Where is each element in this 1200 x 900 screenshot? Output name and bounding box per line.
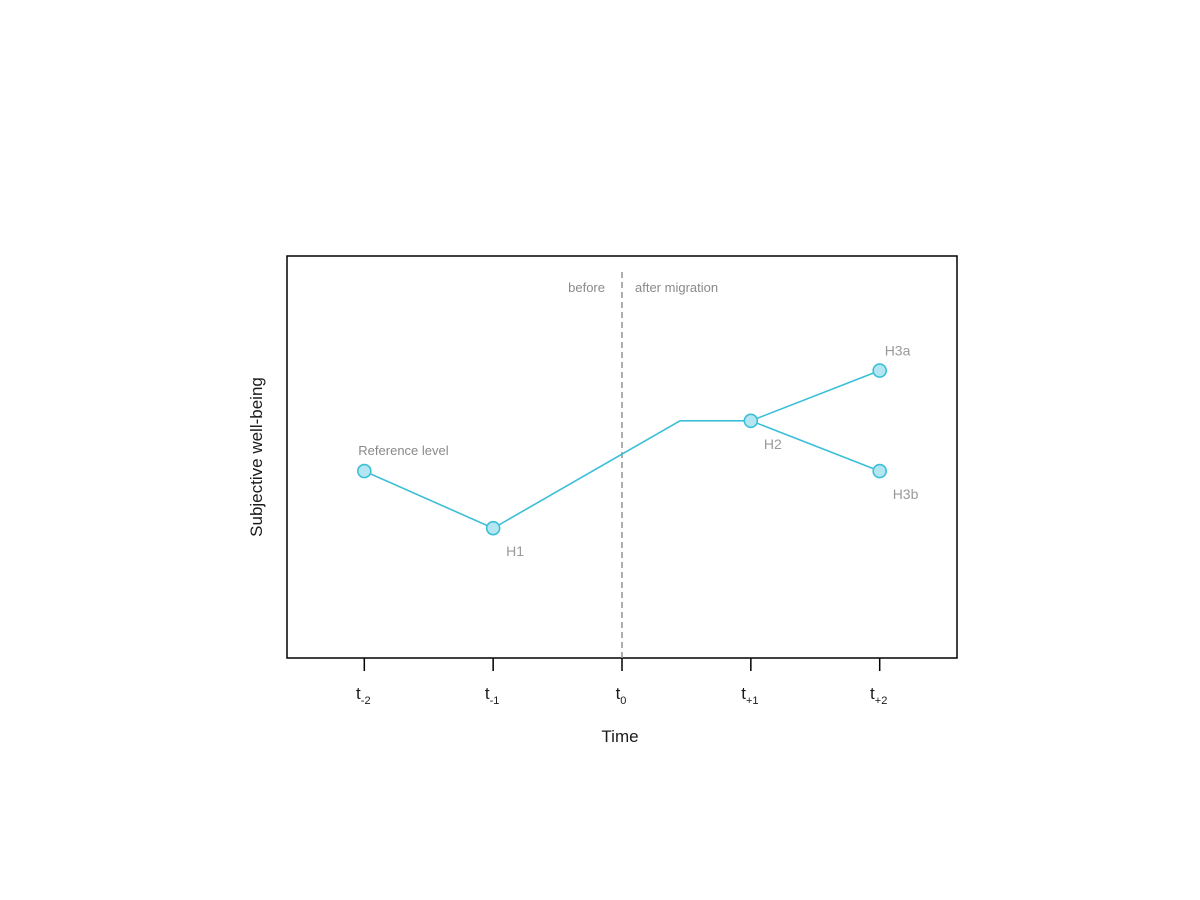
after-migration-label: after migration bbox=[635, 280, 718, 295]
x-tick-label: t+1 bbox=[741, 684, 758, 707]
y-axis-title: Subjective well-being bbox=[247, 377, 266, 537]
data-point-marker bbox=[357, 463, 372, 479]
x-tick-label: t-1 bbox=[485, 684, 500, 707]
x-axis-title: Time bbox=[601, 727, 638, 746]
point-label-h1: H1 bbox=[506, 543, 524, 559]
x-tick-label: t+2 bbox=[870, 684, 887, 707]
point-label-h3b: H3b bbox=[893, 486, 919, 502]
point-label-h3a: H3a bbox=[885, 343, 911, 359]
point-label-h2: H2 bbox=[764, 436, 782, 452]
data-point-marker bbox=[872, 363, 887, 378]
data-point-marker bbox=[485, 520, 501, 536]
before-label: before bbox=[568, 280, 605, 295]
x-tick-label: t0 bbox=[616, 684, 627, 707]
series-line-1 bbox=[363, 369, 880, 530]
data-point-marker bbox=[743, 413, 759, 429]
data-point-marker bbox=[872, 463, 887, 479]
series-line-2 bbox=[750, 420, 880, 472]
x-tick-label: t-2 bbox=[356, 684, 371, 707]
point-label-reference-level: Reference level bbox=[358, 443, 448, 458]
